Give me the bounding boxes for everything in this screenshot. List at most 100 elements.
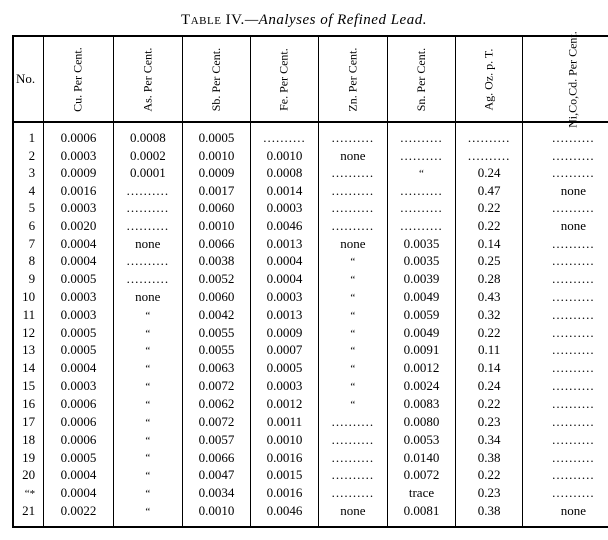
table-cell: 9: [13, 270, 44, 288]
table-cell: none: [113, 288, 182, 306]
table-row: 70.0004none0.00660.0013none0.00350.14...…: [13, 235, 608, 253]
table-cell: ..........: [523, 164, 608, 182]
table-cell: ..........: [523, 359, 608, 377]
table-cell: trace: [387, 484, 455, 502]
table-cell: ..........: [318, 122, 387, 147]
table-row: 90.0005..........0.00520.0004“0.00390.28…: [13, 270, 608, 288]
table-cell: 2: [13, 147, 44, 165]
table-cell: ..........: [318, 466, 387, 484]
table-row: 140.0004“0.00630.0005“0.00120.14........…: [13, 359, 608, 377]
col-as: As. Per Cent.: [113, 36, 182, 122]
table-cell: ..........: [523, 413, 608, 431]
table-cell: 0.0003: [44, 288, 114, 306]
table-cell: 0.0005: [182, 122, 250, 147]
table-cell: “*: [13, 484, 44, 502]
table-cell: 0.0049: [387, 288, 455, 306]
col-zn: Zn. Per Cent.: [318, 36, 387, 122]
table-cell: ..........: [523, 252, 608, 270]
table-cell: 0.0004: [44, 252, 114, 270]
table-cell: ..........: [318, 413, 387, 431]
table-cell: “: [113, 413, 182, 431]
table-cell: “: [113, 324, 182, 342]
table-cell: ..........: [113, 270, 182, 288]
table-cell: 11: [13, 306, 44, 324]
table-cell: 0.38: [456, 448, 523, 466]
table-cell: 0.0002: [113, 147, 182, 165]
table-cell: 0.0010: [182, 147, 250, 165]
table-cell: 0.0062: [182, 395, 250, 413]
table-cell: 0.0005: [251, 359, 319, 377]
table-cell: 16: [13, 395, 44, 413]
table-row: 20.00030.00020.00100.0010none...........…: [13, 147, 608, 165]
table-cell: 0.0072: [182, 377, 250, 395]
table-cell: ..........: [113, 182, 182, 200]
table-cell: ..........: [318, 182, 387, 200]
table-cell: 14: [13, 359, 44, 377]
table-cell: ..........: [318, 199, 387, 217]
table-cell: 0.24: [456, 377, 523, 395]
table-cell: 17: [13, 413, 44, 431]
table-cell: 0.0034: [182, 484, 250, 502]
table-cell: 0.25: [456, 252, 523, 270]
table-cell: 0.0007: [251, 341, 319, 359]
table-cell: “: [318, 359, 387, 377]
table-row: 190.0005“0.00660.0016..........0.01400.3…: [13, 448, 608, 466]
table-cell: 0.0005: [44, 448, 114, 466]
table-cell: 0.0140: [387, 448, 455, 466]
table-cell: ..........: [523, 270, 608, 288]
table-cell: 0.0072: [182, 413, 250, 431]
table-cell: ..........: [523, 288, 608, 306]
table-cell: ..........: [523, 341, 608, 359]
table-cell: “: [318, 270, 387, 288]
table-cell: 0.0006: [44, 413, 114, 431]
table-cell: ..........: [523, 324, 608, 342]
table-cell: 5: [13, 199, 44, 217]
table-cell: “: [113, 395, 182, 413]
table-cell: “: [113, 484, 182, 502]
table-cell: none: [318, 147, 387, 165]
table-cell: 8: [13, 252, 44, 270]
table-cell: 0.0009: [44, 164, 114, 182]
col-no: No.: [13, 36, 44, 122]
table-cell: ..........: [113, 199, 182, 217]
table-cell: 0.0046: [251, 502, 319, 527]
table-cell: 0.0004: [251, 252, 319, 270]
table-row: 210.0022“0.00100.0046none0.00810.38nonen…: [13, 502, 608, 527]
col-fe: Fe. Per Cent.: [251, 36, 319, 122]
table-cell: 0.0013: [251, 306, 319, 324]
table-cell: 7: [13, 235, 44, 253]
table-row: 30.00090.00010.00090.0008..........“0.24…: [13, 164, 608, 182]
table-row: 160.0006“0.00620.0012“0.00830.22........…: [13, 395, 608, 413]
table-caption: Table IV.—Analyses of Refined Lead.: [12, 12, 596, 29]
table-cell: none: [113, 235, 182, 253]
table-cell: 0.0035: [387, 252, 455, 270]
table-cell: 0.32: [456, 306, 523, 324]
table-cell: none: [523, 217, 608, 235]
table-cell: 0.0010: [182, 502, 250, 527]
table-cell: 0.0009: [251, 324, 319, 342]
table-cell: 20: [13, 466, 44, 484]
table-cell: 0.23: [456, 484, 523, 502]
table-cell: 6: [13, 217, 44, 235]
table-cell: 0.0016: [251, 448, 319, 466]
table-cell: 0.0017: [182, 182, 250, 200]
table-cell: 0.0035: [387, 235, 455, 253]
table-cell: ..........: [318, 431, 387, 449]
table-cell: “: [113, 431, 182, 449]
table-cell: ..........: [523, 147, 608, 165]
col-ni: Ni,Co,Cd. Per Cent.: [523, 36, 608, 122]
table-cell: 0.0005: [44, 341, 114, 359]
table-cell: 0.0059: [387, 306, 455, 324]
table-cell: 0.22: [456, 199, 523, 217]
table-row: 60.0020..........0.00100.0046...........…: [13, 217, 608, 235]
table-cell: none: [523, 502, 608, 527]
table-cell: “: [318, 306, 387, 324]
table-row: “*0.0004“0.00340.0016..........trace0.23…: [13, 484, 608, 502]
table-cell: “: [318, 288, 387, 306]
table-cell: ..........: [387, 217, 455, 235]
table-cell: “: [318, 324, 387, 342]
table-cell: ..........: [318, 448, 387, 466]
col-ag: Ag. Oz. p. T.: [456, 36, 523, 122]
col-sn: Sn. Per Cent.: [387, 36, 455, 122]
table-cell: 0.0060: [182, 288, 250, 306]
